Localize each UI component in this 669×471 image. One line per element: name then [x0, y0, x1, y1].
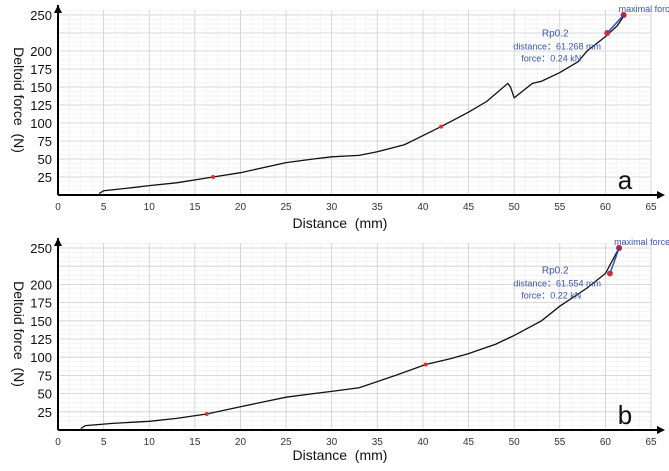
- y-tick-label: 250: [30, 8, 52, 23]
- x-tick-label: 65: [645, 202, 657, 213]
- data-marker: [423, 362, 428, 367]
- force-curve: [98, 16, 625, 195]
- x-tick-label: 35: [372, 202, 384, 213]
- x-tick-label: 25: [281, 437, 293, 448]
- x-tick-label: 15: [189, 202, 201, 213]
- panel-label: b: [618, 400, 632, 430]
- rp-force: force：0.24 kN: [521, 54, 581, 64]
- x-tick-label: 35: [372, 437, 384, 448]
- y-tick-label: 50: [38, 152, 52, 167]
- data-marker: [204, 411, 209, 416]
- y-tick-label: 25: [38, 170, 52, 185]
- y-tick-label: 100: [30, 116, 52, 131]
- x-tick-label: 45: [463, 202, 475, 213]
- data-marker: [439, 124, 444, 129]
- x-tick-label: 60: [600, 437, 612, 448]
- y-tick-label: 100: [30, 350, 52, 365]
- x-tick-label: 20: [235, 437, 247, 448]
- max-force-pointer: [606, 14, 625, 34]
- x-tick-label: 65: [645, 437, 657, 448]
- x-tick-label: 40: [417, 202, 429, 213]
- rp-distance: distance：61.554 mm: [513, 278, 601, 288]
- x-axis-arrow-icon: [657, 191, 665, 199]
- x-tick-label: 50: [509, 437, 521, 448]
- y-tick-label: 150: [30, 314, 52, 329]
- x-axis-label: Distance (mm): [293, 447, 388, 463]
- y-tick-label: 200: [30, 277, 52, 292]
- max-force-label: maximal force: [619, 4, 669, 14]
- x-tick-label: 25: [281, 202, 293, 213]
- x-tick-label: 10: [144, 437, 156, 448]
- x-tick-label: 55: [554, 202, 566, 213]
- x-tick-label: 55: [554, 437, 566, 448]
- x-tick-label: 5: [101, 202, 107, 213]
- x-tick-label: 0: [55, 437, 61, 448]
- x-tick-label: 10: [144, 202, 156, 213]
- y-tick-label: 125: [30, 332, 52, 347]
- y-tick-label: 25: [38, 405, 52, 420]
- data-marker: [211, 175, 216, 179]
- x-tick-label: 5: [101, 437, 107, 448]
- y-tick-label: 175: [30, 296, 52, 311]
- x-tick-label: 30: [326, 437, 338, 448]
- max-force-pointer: [609, 247, 620, 274]
- x-tick-label: 45: [463, 437, 475, 448]
- x-tick-label: 20: [235, 202, 247, 213]
- y-tick-label: 150: [30, 80, 52, 95]
- x-tick-label: 40: [417, 437, 429, 448]
- y-axis-arrow-icon: [54, 5, 62, 13]
- x-tick-label: 0: [55, 202, 61, 213]
- y-tick-label: 125: [30, 98, 52, 113]
- force-curve: [80, 247, 620, 430]
- x-axis-label: Distance (mm): [293, 215, 388, 231]
- y-tick-label: 50: [38, 387, 52, 402]
- x-axis-arrow-icon: [657, 426, 665, 434]
- y-axis-label: Deltoid force (N): [11, 281, 27, 387]
- y-tick-label: 175: [30, 62, 52, 77]
- rp-label: Rp0.2: [542, 265, 569, 276]
- y-tick-label: 250: [30, 241, 52, 256]
- y-axis-label: Deltoid force (N): [11, 47, 27, 153]
- x-tick-label: 30: [326, 202, 338, 213]
- rp-label: Rp0.2: [542, 29, 569, 40]
- x-tick-label: 15: [189, 437, 201, 448]
- rp-distance: distance：61.268 mm: [513, 42, 601, 52]
- panel-label: a: [618, 165, 633, 195]
- y-axis-arrow-icon: [54, 238, 62, 246]
- x-tick-label: 60: [600, 202, 612, 213]
- y-tick-label: 75: [38, 134, 52, 149]
- max-force-label: maximal force: [614, 237, 669, 247]
- y-tick-label: 75: [38, 368, 52, 383]
- y-tick-label: 200: [30, 44, 52, 59]
- x-tick-label: 50: [509, 202, 521, 213]
- rp-force: force：0.22 kN: [521, 290, 581, 300]
